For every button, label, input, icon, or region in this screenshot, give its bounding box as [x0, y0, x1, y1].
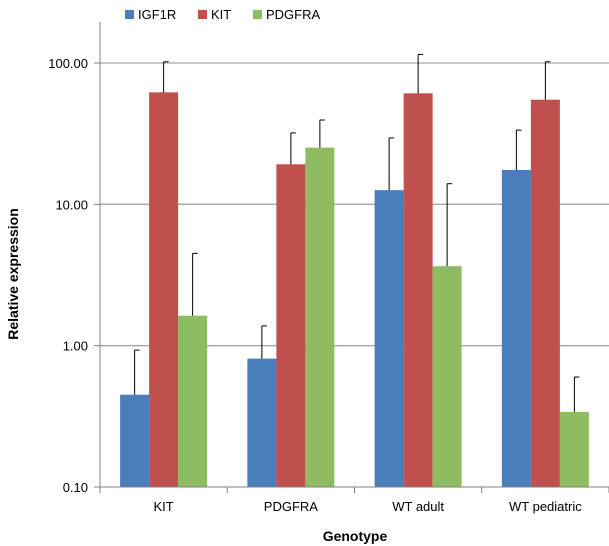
x-tick-label-0: KIT: [154, 499, 174, 514]
x-tick-labels: KIT PDGFRA WT adult WT pediatric: [154, 499, 583, 514]
y-tick-label-1: 1.00: [63, 339, 88, 354]
legend-label-igf1r: IGF1R: [138, 7, 176, 22]
x-axis-title: Genotype: [323, 528, 388, 544]
x-tick-label-2: WT adult: [392, 499, 444, 514]
x-tick-label-3: WT pediatric: [509, 499, 582, 514]
bar-pdgfra-0: [178, 315, 208, 487]
bar-igf1r-3: [501, 169, 531, 488]
error-bars: [134, 53, 580, 412]
bar-pdgfra-3: [559, 411, 589, 487]
y-tick-label-0: 0.10: [63, 480, 88, 495]
bar-kit-1: [276, 164, 306, 487]
legend-swatch-igf1r: [125, 10, 134, 19]
legend-swatch-kit: [198, 10, 207, 19]
bars: [120, 92, 589, 488]
y-axis-title: Relative expression: [5, 208, 21, 340]
bar-igf1r-2: [374, 190, 404, 487]
legend: IGF1R KIT PDGFRA: [125, 7, 321, 22]
bar-igf1r-1: [247, 358, 277, 487]
legend-label-kit: KIT: [211, 7, 231, 22]
bar-kit-2: [403, 93, 433, 487]
bar-pdgfra-2: [432, 266, 462, 487]
axes: [94, 22, 609, 493]
bar-kit-0: [149, 92, 179, 487]
legend-label-pdgfra: PDGFRA: [266, 7, 321, 22]
bar-igf1r-0: [120, 394, 150, 487]
y-tick-labels: 0.10 1.00 10.00 100.00: [48, 56, 88, 495]
y-tick-label-3: 100.00: [48, 56, 88, 71]
x-tick-label-1: PDGFRA: [264, 499, 319, 514]
y-tick-label-2: 10.00: [55, 197, 88, 212]
legend-swatch-pdgfra: [253, 10, 262, 19]
bar-pdgfra-1: [305, 147, 335, 487]
bar-kit-3: [530, 99, 560, 487]
